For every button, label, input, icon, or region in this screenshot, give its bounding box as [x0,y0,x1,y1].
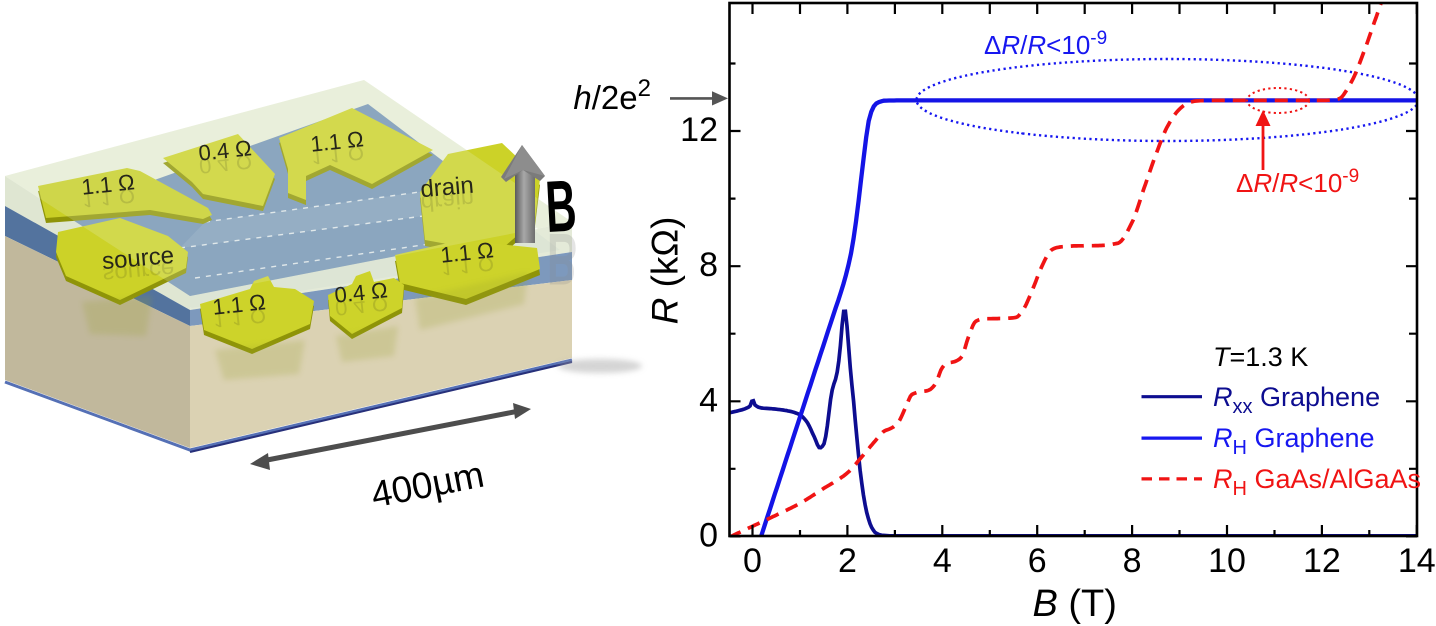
svg-text:0.4 Ω: 0.4 Ω [333,277,388,307]
svg-text:1.1 Ω: 1.1 Ω [310,139,365,169]
svg-text:1.1 Ω: 1.1 Ω [81,182,136,212]
svg-text:12: 12 [680,111,718,149]
svg-text:RH GaAs/AlGaAs: RH GaAs/AlGaAs [1213,464,1421,500]
svg-text:0.4 Ω: 0.4 Ω [197,135,252,165]
svg-text:1.1 Ω: 1.1 Ω [440,250,495,280]
svg-text:14: 14 [1398,542,1436,580]
svg-text:4: 4 [699,381,718,419]
svg-text:source: source [101,242,175,275]
svg-text:RH Graphene: RH Graphene [1213,423,1375,459]
svg-text:8: 8 [699,246,718,284]
svg-text:1.1 Ω: 1.1 Ω [309,126,364,156]
svg-text:0: 0 [743,542,762,580]
svg-text:0.4 Ω: 0.4 Ω [334,290,389,320]
svg-text:0: 0 [699,516,718,554]
svg-text:ΔR/R<10-9: ΔR/R<10-9 [984,28,1107,60]
svg-text:Rxx Graphene: Rxx Graphene [1213,382,1380,418]
svg-text:B (T): B (T) [1032,583,1116,625]
svg-text:drain: drain [419,172,475,204]
svg-text:1.1 Ω: 1.1 Ω [80,169,135,199]
svg-text:12: 12 [1303,542,1341,580]
svg-text:2: 2 [838,542,857,580]
svg-text:B: B [544,164,579,247]
svg-text:1.1 Ω: 1.1 Ω [211,289,266,319]
svg-text:ΔR/R<10-9: ΔR/R<10-9 [1236,166,1359,198]
svg-text:1.1 Ω: 1.1 Ω [439,237,494,267]
svg-text:drain: drain [420,185,476,217]
svg-text:B: B [547,218,578,300]
svg-text:8: 8 [1123,542,1142,580]
svg-text:source: source [101,255,175,288]
svg-text:4: 4 [933,542,952,580]
svg-text:R (kΩ): R (kΩ) [645,217,686,325]
svg-text:6: 6 [1028,542,1047,580]
svg-text:T=1.3 K: T=1.3 K [1213,342,1308,372]
svg-text:0.4 Ω: 0.4 Ω [198,148,253,178]
svg-text:1.1 Ω: 1.1 Ω [212,302,267,332]
svg-text:10: 10 [1208,542,1246,580]
